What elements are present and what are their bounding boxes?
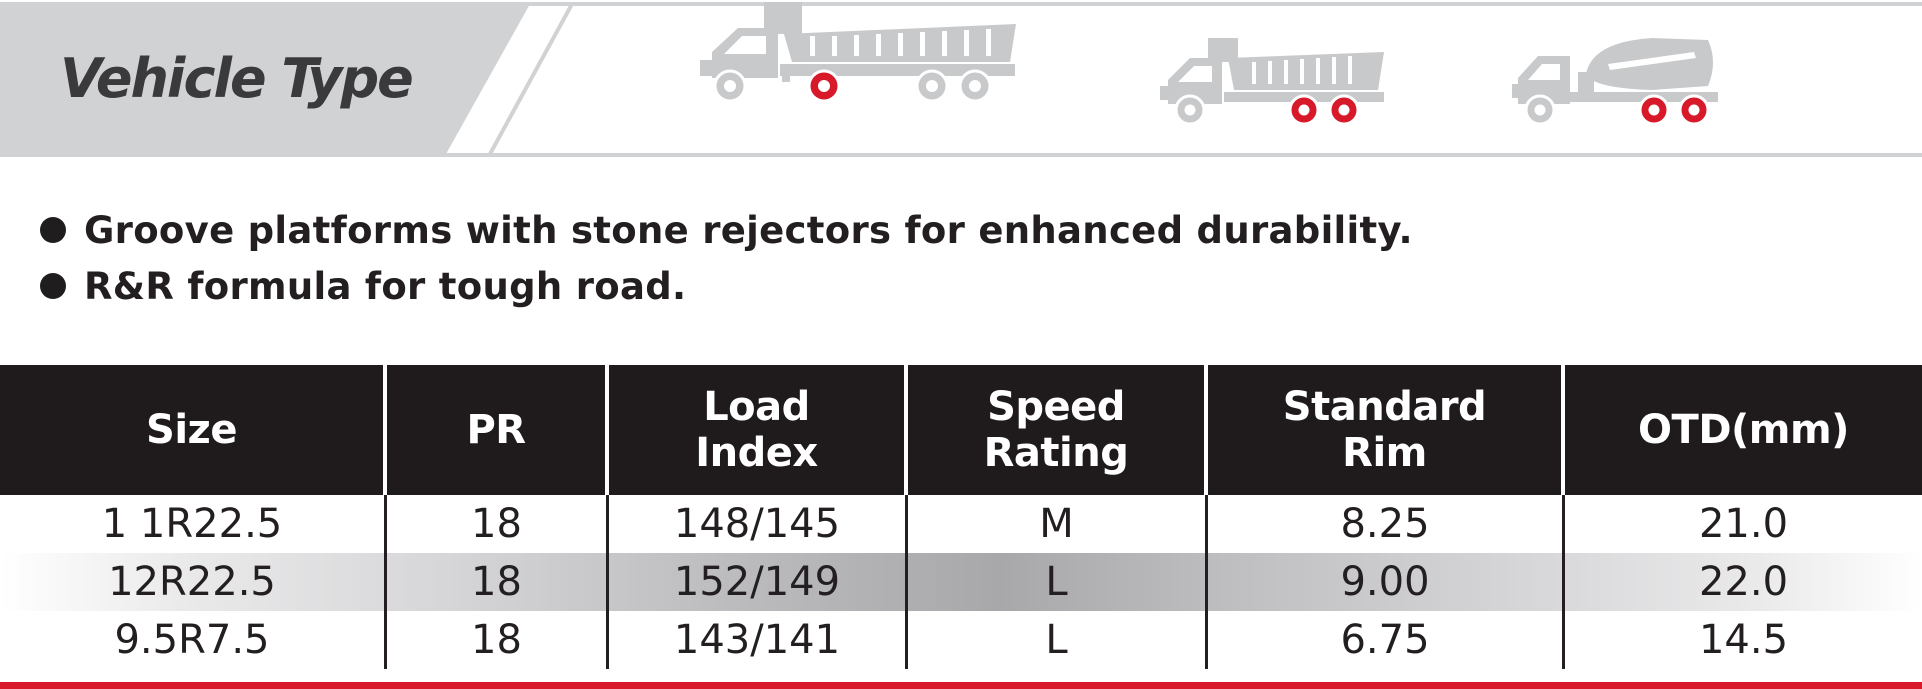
header-standard-rim: Standard Rim bbox=[1208, 365, 1565, 495]
feature-item: R&R formula for tough road. bbox=[40, 258, 1413, 314]
cell-standard-rim: 6.75 bbox=[1208, 611, 1565, 669]
cement-mixer-truck-icon bbox=[1512, 38, 1718, 126]
vehicle-type-label: Vehicle Type bbox=[60, 47, 414, 110]
cell-otd: 21.0 bbox=[1698, 501, 1789, 547]
header-otd: OTD(mm) bbox=[1638, 407, 1849, 453]
cell-pr: 18 bbox=[387, 611, 609, 669]
table-row: 9.5R7.5 18 143/141 L 6.75 14.5 bbox=[0, 611, 1922, 669]
header-speed-rating: Speed Rating bbox=[908, 365, 1208, 495]
tire-spec-table: Size PR Load Index Speed Rating Standard… bbox=[0, 365, 1922, 669]
cell-pr: 18 bbox=[387, 495, 609, 553]
cell-load-index: 148/145 bbox=[609, 495, 908, 553]
cell-size: 9.5R7.5 bbox=[0, 611, 387, 669]
cell-otd: 14.5 bbox=[1698, 617, 1789, 663]
header-load-index: Load Index bbox=[609, 365, 908, 495]
feature-item: Groove platforms with stone rejectors fo… bbox=[40, 202, 1413, 258]
cell-speed-rating: L bbox=[908, 553, 1208, 611]
cell-standard-rim: 8.25 bbox=[1208, 495, 1565, 553]
table-row: 1 1R22.5 18 148/145 M 8.25 21.0 bbox=[0, 495, 1922, 553]
dump-truck-long-icon bbox=[700, 2, 1016, 103]
bottom-red-rule bbox=[0, 682, 1922, 689]
cell-speed-rating: M bbox=[908, 495, 1208, 553]
feature-list: Groove platforms with stone rejectors fo… bbox=[40, 202, 1413, 314]
table-body: 1 1R22.5 18 148/145 M 8.25 21.0 12R22.5 … bbox=[0, 495, 1922, 669]
cell-standard-rim: 9.00 bbox=[1208, 553, 1565, 611]
table-header-row: Size PR Load Index Speed Rating Standard… bbox=[0, 365, 1922, 495]
table-row-highlighted: 12R22.5 18 152/149 L 9.00 22.0 bbox=[0, 553, 1922, 611]
header-pr: PR bbox=[387, 365, 609, 495]
vehicle-type-header: Vehicle Type bbox=[0, 0, 1922, 158]
bullet-dot-icon bbox=[40, 273, 66, 299]
header-size: Size bbox=[0, 365, 387, 495]
bullet-dot-icon bbox=[40, 217, 66, 243]
cell-pr: 18 bbox=[387, 553, 609, 611]
cell-speed-rating: L bbox=[908, 611, 1208, 669]
cell-size: 12R22.5 bbox=[0, 553, 387, 611]
dump-truck-short-icon bbox=[1160, 38, 1384, 126]
feature-text: Groove platforms with stone rejectors fo… bbox=[84, 208, 1413, 252]
cell-load-index: 152/149 bbox=[609, 553, 908, 611]
cell-otd: 22.0 bbox=[1698, 559, 1789, 605]
cell-load-index: 143/141 bbox=[609, 611, 908, 669]
feature-text: R&R formula for tough road. bbox=[84, 264, 687, 308]
cell-size: 1 1R22.5 bbox=[0, 495, 387, 553]
